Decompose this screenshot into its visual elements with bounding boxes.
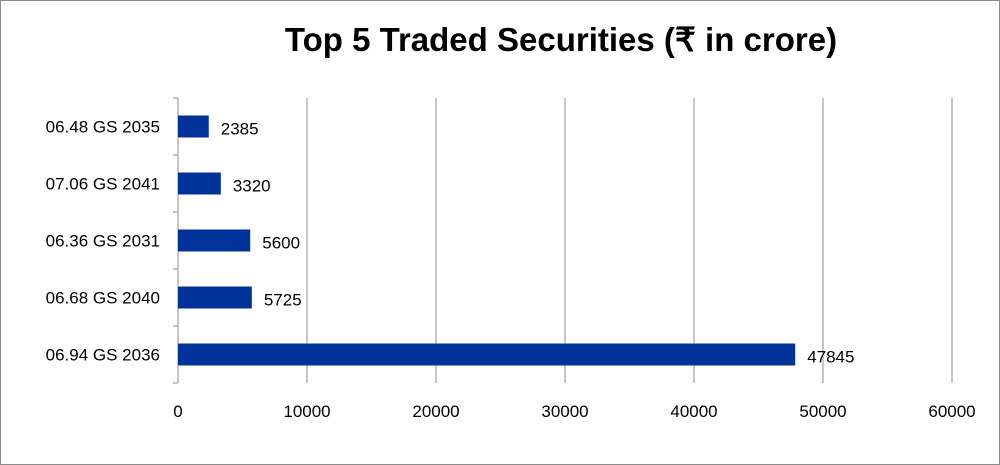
labels: 0 10000 20000 30000 40000 50000 60000 06.48 GS … — [46, 118, 976, 422]
axes — [173, 97, 179, 384]
category-label: 07.06 GS 2041 — [46, 175, 160, 194]
gridlines — [306, 98, 953, 383]
bars — [178, 115, 796, 366]
x-tick-label: 40000 — [670, 402, 717, 421]
bar — [178, 115, 209, 138]
category-label: 06.68 GS 2040 — [46, 289, 160, 308]
bar — [178, 343, 796, 366]
x-tick-label: 30000 — [541, 402, 588, 421]
bar — [178, 229, 251, 252]
data-label: 3320 — [233, 177, 271, 196]
data-label: 2385 — [221, 120, 259, 139]
category-label: 06.94 GS 2036 — [46, 346, 160, 365]
data-label: 47845 — [807, 348, 854, 367]
bar — [178, 172, 221, 195]
category-label: 06.36 GS 2031 — [46, 232, 160, 251]
x-tick-label: 60000 — [928, 402, 975, 421]
x-tick-label: 0 — [173, 402, 182, 421]
bar — [178, 286, 252, 309]
data-label: 5725 — [264, 291, 302, 310]
x-tick-label: 10000 — [283, 402, 330, 421]
data-label: 5600 — [262, 234, 300, 253]
x-tick-label: 20000 — [412, 402, 459, 421]
chart-title: Top 5 Traded Securities (₹ in crore) — [285, 21, 837, 58]
x-tick-label: 50000 — [799, 402, 846, 421]
category-label: 06.48 GS 2035 — [46, 118, 160, 137]
